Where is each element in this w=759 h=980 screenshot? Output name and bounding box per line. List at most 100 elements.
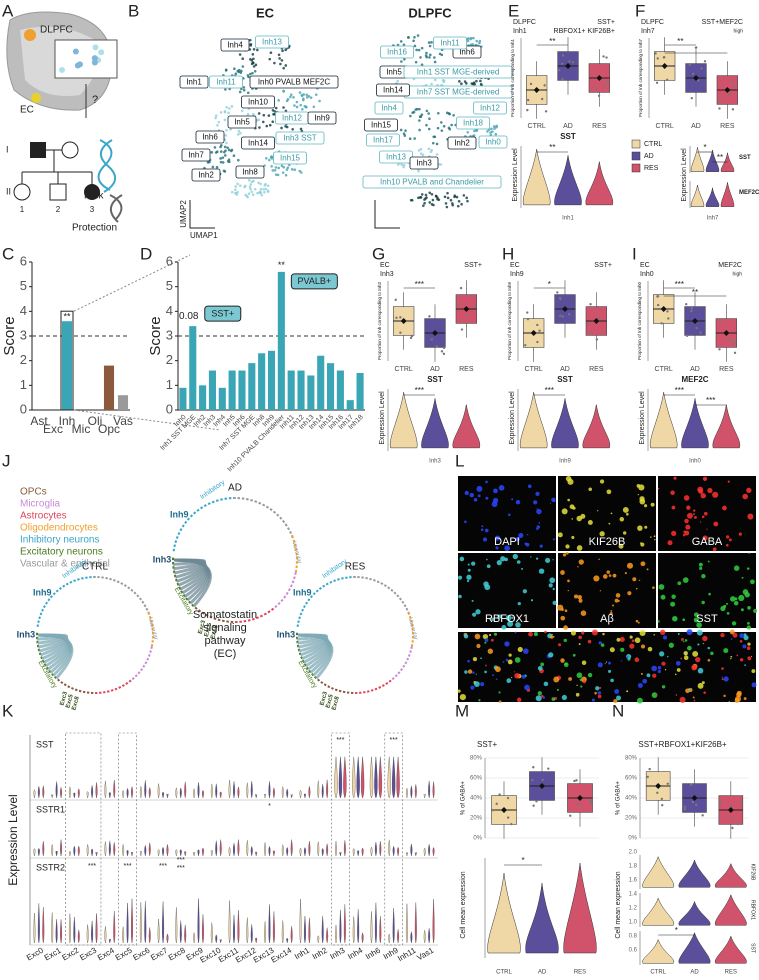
umap-cell bbox=[490, 127, 493, 131]
label: Inh9 bbox=[559, 459, 571, 465]
violin bbox=[237, 839, 240, 857]
umap-cell bbox=[236, 190, 239, 194]
umap-cell bbox=[246, 112, 250, 116]
sig: ** bbox=[278, 260, 286, 270]
umap-cell bbox=[289, 93, 293, 97]
violin bbox=[720, 182, 735, 207]
cluster-tag bbox=[191, 168, 221, 182]
signal bbox=[478, 699, 481, 702]
signal bbox=[459, 556, 465, 562]
x-tick-label: Inh6 bbox=[364, 945, 382, 961]
sector-tick bbox=[194, 606, 198, 610]
signal bbox=[693, 509, 696, 512]
signal bbox=[651, 692, 658, 698]
signal bbox=[734, 698, 740, 703]
annotation: 0.08 bbox=[179, 311, 199, 322]
signal bbox=[731, 621, 737, 626]
signal bbox=[575, 692, 580, 697]
bar bbox=[327, 363, 335, 410]
umap-cell bbox=[309, 96, 313, 99]
signal bbox=[491, 617, 495, 622]
umap-cell bbox=[400, 163, 404, 166]
signal bbox=[573, 594, 579, 599]
signal bbox=[578, 635, 582, 640]
sector-tick bbox=[312, 592, 316, 596]
violin bbox=[250, 846, 253, 857]
violin bbox=[37, 848, 40, 857]
signal bbox=[608, 574, 612, 577]
umap-cell bbox=[403, 57, 406, 61]
violin bbox=[233, 843, 235, 857]
signal bbox=[612, 604, 614, 607]
sector-tick bbox=[272, 510, 277, 514]
label: Exc3 bbox=[198, 619, 208, 635]
signal bbox=[626, 562, 634, 569]
signal bbox=[672, 615, 678, 622]
cluster-tag bbox=[366, 133, 400, 147]
cluster-label: Inh16 bbox=[387, 48, 408, 57]
signal bbox=[746, 646, 751, 651]
signal bbox=[494, 535, 501, 541]
umap-cell bbox=[280, 126, 283, 130]
sector-tick bbox=[327, 685, 331, 689]
sector-tick bbox=[366, 690, 370, 693]
jitter bbox=[540, 97, 544, 101]
signal bbox=[511, 616, 514, 620]
signal bbox=[667, 540, 673, 546]
violin bbox=[321, 784, 324, 799]
signal bbox=[457, 689, 461, 693]
label: signaling bbox=[203, 622, 246, 634]
label: CTRL bbox=[82, 562, 109, 573]
mean bbox=[724, 87, 731, 93]
signal bbox=[661, 685, 666, 689]
label: Cell mean expression bbox=[460, 871, 467, 938]
label: Inhibitory bbox=[199, 479, 227, 501]
jitter bbox=[688, 63, 691, 67]
sector-tick bbox=[289, 530, 292, 535]
dna bbox=[97, 139, 116, 193]
signal bbox=[620, 660, 623, 662]
cluster-tag bbox=[409, 156, 439, 170]
signal bbox=[674, 673, 677, 676]
sector-tick bbox=[277, 602, 281, 606]
umap-cell bbox=[219, 150, 223, 153]
violin bbox=[60, 839, 62, 857]
sector-tick bbox=[136, 594, 140, 598]
sector-tick bbox=[284, 523, 288, 527]
jitter bbox=[689, 783, 693, 786]
dlpfc-spot bbox=[24, 29, 36, 41]
signal bbox=[576, 515, 583, 522]
channel-label: RBFOX1 bbox=[485, 613, 529, 625]
label: AD bbox=[538, 970, 547, 976]
x-tick-label: Inh3 bbox=[328, 945, 346, 961]
umap-cell bbox=[478, 41, 481, 45]
umap-cell bbox=[248, 38, 252, 42]
violin bbox=[642, 855, 675, 888]
label: Inh7 bbox=[707, 216, 719, 222]
sector-tick bbox=[142, 664, 146, 668]
signal bbox=[598, 558, 600, 561]
jitter bbox=[730, 817, 733, 820]
violin bbox=[73, 916, 76, 944]
umap-cell bbox=[257, 181, 260, 185]
label: (EC) bbox=[214, 648, 237, 660]
violin bbox=[104, 926, 107, 944]
violin bbox=[678, 859, 711, 888]
sector-tick bbox=[269, 508, 273, 512]
cluster-tag bbox=[227, 115, 257, 129]
umap-cell bbox=[495, 124, 498, 128]
bar bbox=[199, 385, 207, 410]
jitter bbox=[703, 60, 707, 63]
sector-tick bbox=[47, 598, 51, 602]
label: 1 bbox=[20, 205, 25, 214]
signal bbox=[570, 630, 576, 636]
panel-letter: A bbox=[2, 1, 14, 20]
signal bbox=[494, 666, 501, 673]
signal bbox=[504, 545, 510, 552]
jitter bbox=[409, 336, 413, 340]
sector-tick bbox=[67, 685, 71, 689]
umap-cell bbox=[429, 150, 433, 154]
umap-cell bbox=[250, 180, 254, 184]
violin bbox=[370, 911, 373, 944]
label: AD bbox=[690, 366, 700, 373]
